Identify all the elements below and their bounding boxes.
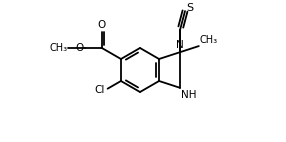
Text: NH: NH <box>181 90 196 100</box>
Text: S: S <box>186 3 193 13</box>
Text: N: N <box>176 40 184 50</box>
Text: CH₃: CH₃ <box>49 43 67 53</box>
Text: O: O <box>76 43 84 53</box>
Text: Cl: Cl <box>95 85 105 95</box>
Text: O: O <box>98 19 106 30</box>
Text: CH₃: CH₃ <box>200 35 218 45</box>
